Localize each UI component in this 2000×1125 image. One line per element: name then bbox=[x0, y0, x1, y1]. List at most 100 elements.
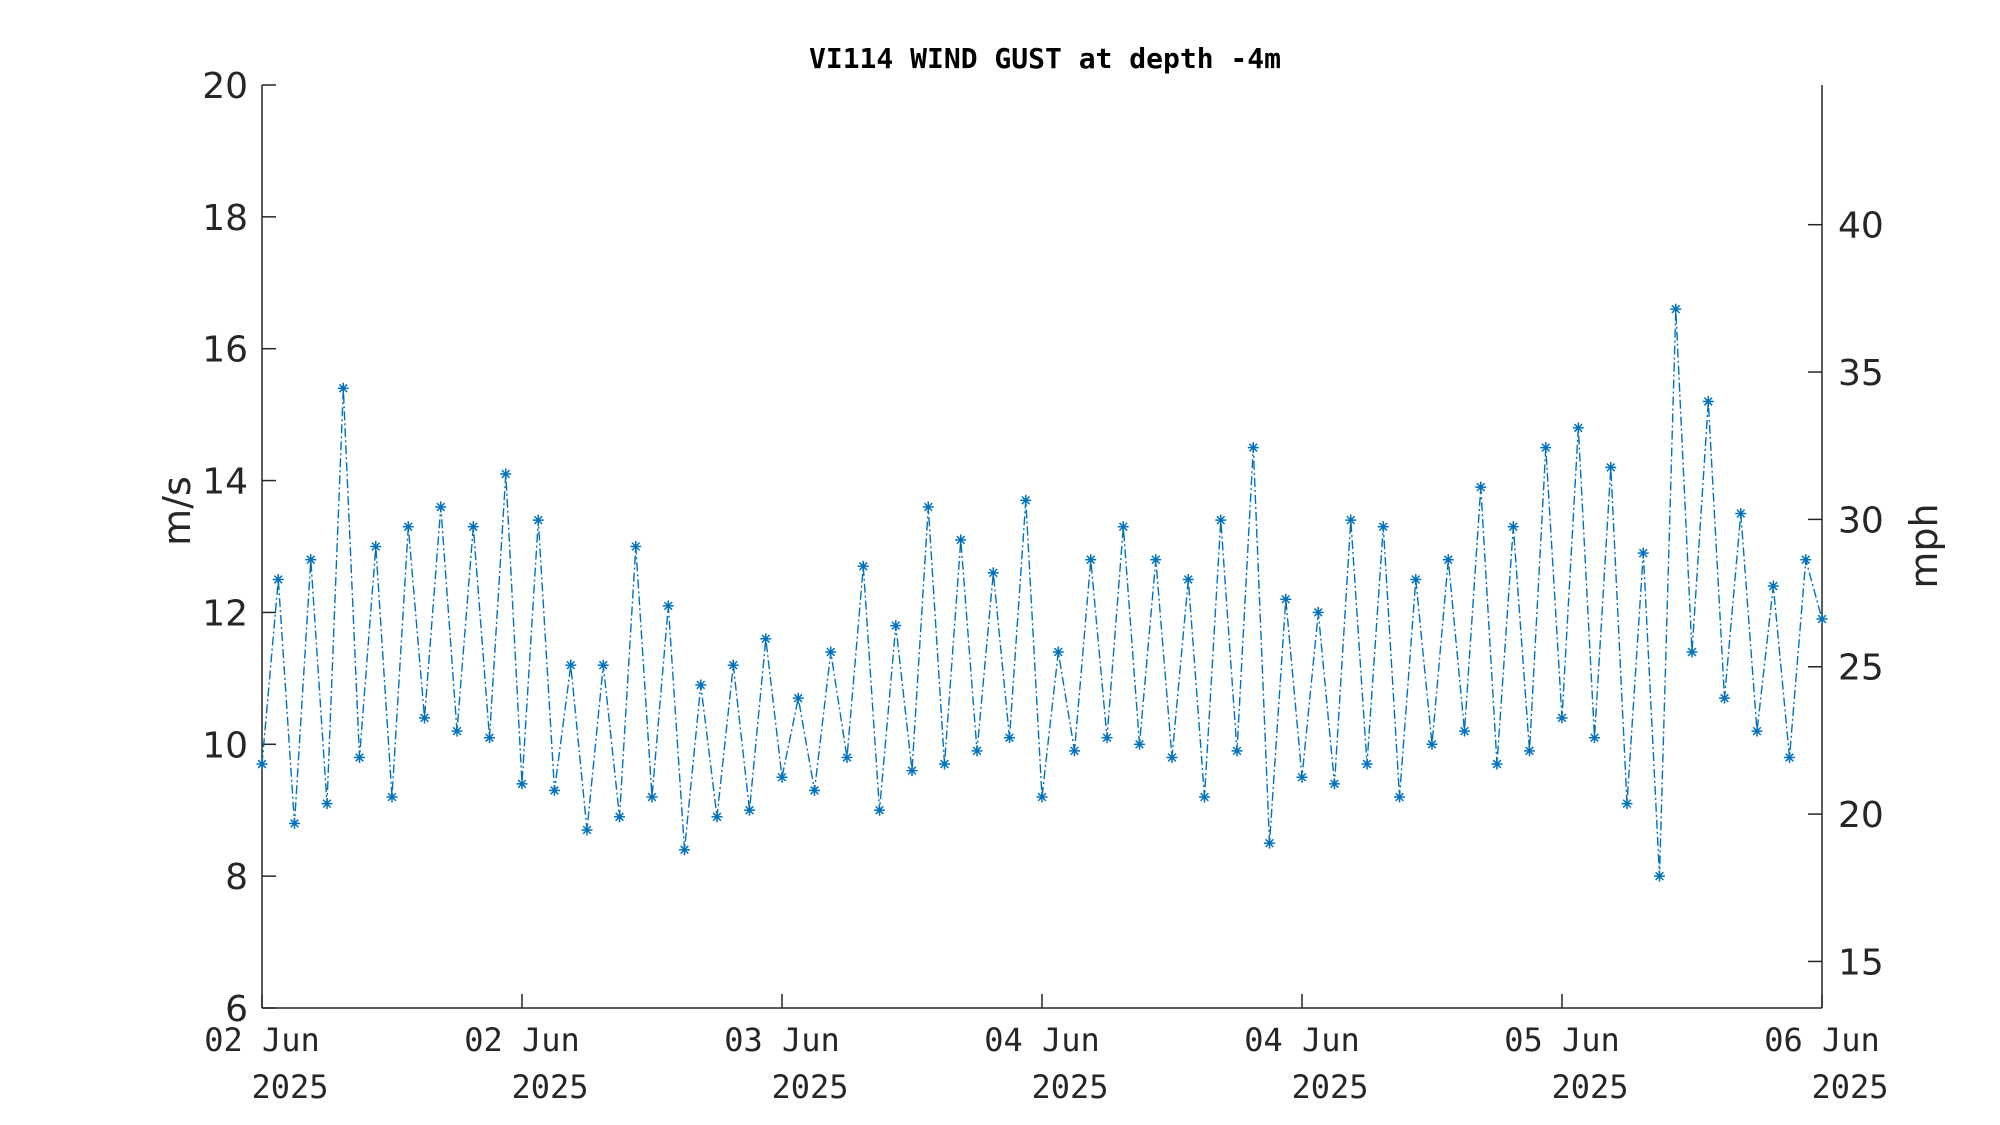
data-point bbox=[1394, 791, 1405, 803]
data-point bbox=[581, 824, 593, 836]
data-point bbox=[695, 679, 707, 691]
x-tick-label-date: 06 Jun bbox=[1764, 1021, 1880, 1059]
data-point bbox=[1264, 837, 1275, 849]
x-tick-label-year: 2025 bbox=[1551, 1068, 1628, 1106]
data-point bbox=[1735, 508, 1747, 520]
data-point bbox=[1020, 494, 1032, 506]
data-point bbox=[1719, 692, 1730, 704]
right-y-tick-label: 15 bbox=[1838, 942, 1884, 983]
data-point bbox=[337, 382, 349, 394]
data-point bbox=[1150, 554, 1162, 566]
data-point bbox=[1052, 646, 1064, 658]
data-point bbox=[1540, 442, 1552, 454]
data-point bbox=[354, 751, 365, 763]
left-y-tick-label: 14 bbox=[202, 462, 248, 503]
right-y-axis: 15 20 25 30 35 40 bbox=[1808, 85, 1884, 1008]
data-point bbox=[1556, 712, 1568, 724]
data-point bbox=[1101, 732, 1113, 744]
data-point bbox=[744, 804, 755, 816]
data-point bbox=[1280, 593, 1292, 605]
left-y-tick-label: 8 bbox=[225, 857, 248, 898]
data-point bbox=[1621, 798, 1633, 810]
data-point bbox=[1637, 547, 1649, 559]
data-point bbox=[1426, 738, 1438, 750]
data-point bbox=[711, 811, 723, 823]
data-point bbox=[1036, 791, 1048, 803]
left-y-tick-label: 12 bbox=[202, 593, 248, 634]
data-point bbox=[1784, 751, 1795, 763]
data-point bbox=[435, 501, 447, 513]
data-point bbox=[1329, 778, 1340, 790]
x-tick-label-year: 2025 bbox=[771, 1068, 848, 1106]
data-point bbox=[386, 791, 398, 803]
x-tick-label-year: 2025 bbox=[251, 1068, 328, 1106]
data-point bbox=[1507, 521, 1519, 533]
data-point bbox=[922, 501, 934, 513]
chart-title: VI114 WIND GUST at depth -4m bbox=[809, 42, 1281, 75]
right-y-tick-label: 25 bbox=[1838, 648, 1884, 689]
data-point bbox=[1800, 554, 1812, 566]
data-point bbox=[467, 521, 479, 533]
data-point bbox=[841, 751, 853, 763]
data-point bbox=[1524, 745, 1535, 757]
x-tick-label-date: 04 Jun bbox=[984, 1021, 1100, 1059]
data-point bbox=[776, 771, 788, 783]
left-y-tick-label: 6 bbox=[225, 989, 248, 1030]
data-point bbox=[532, 514, 544, 526]
data-point bbox=[1312, 606, 1324, 618]
x-tick-label-date: 02 Jun bbox=[204, 1021, 320, 1059]
data-point bbox=[1069, 745, 1080, 757]
plot-area bbox=[256, 303, 1828, 882]
data-point bbox=[256, 758, 268, 770]
data-point bbox=[419, 712, 430, 724]
data-point bbox=[1816, 613, 1828, 625]
data-point bbox=[906, 765, 918, 777]
data-point bbox=[1491, 758, 1503, 770]
data-point bbox=[874, 804, 885, 816]
data-point bbox=[630, 541, 642, 552]
data-point bbox=[1182, 573, 1194, 585]
data-point bbox=[1085, 554, 1097, 566]
data-point bbox=[1247, 442, 1259, 454]
data-point bbox=[1751, 725, 1763, 737]
left-y-tick-label: 20 bbox=[202, 66, 248, 107]
data-point bbox=[565, 659, 577, 671]
right-y-tick-label: 20 bbox=[1838, 795, 1884, 836]
data-point bbox=[971, 745, 983, 757]
data-point bbox=[662, 600, 674, 612]
left-y-tick-label: 10 bbox=[202, 725, 248, 766]
data-point bbox=[1410, 573, 1422, 585]
data-point bbox=[1459, 725, 1470, 737]
data-point bbox=[1199, 791, 1210, 803]
right-y-tick-label: 30 bbox=[1838, 500, 1884, 541]
data-point bbox=[451, 725, 463, 737]
x-tick-label-year: 2025 bbox=[511, 1068, 588, 1106]
data-point bbox=[890, 620, 902, 632]
data-point bbox=[939, 758, 950, 770]
data-point bbox=[1166, 751, 1178, 763]
data-point bbox=[484, 732, 495, 744]
x-tick-label-date: 05 Jun bbox=[1504, 1021, 1620, 1059]
left-y-tick-label: 18 bbox=[202, 198, 248, 239]
x-tick-label-date: 04 Jun bbox=[1244, 1021, 1360, 1059]
data-point bbox=[1605, 461, 1617, 473]
data-point bbox=[1572, 422, 1584, 434]
data-point bbox=[402, 521, 414, 533]
data-point bbox=[1117, 521, 1129, 533]
left-y-axis: 6 8 10 12 14 16 18 20 bbox=[202, 66, 276, 1030]
data-point bbox=[1345, 514, 1357, 526]
data-point bbox=[1475, 481, 1487, 493]
data-point bbox=[305, 554, 317, 566]
data-point bbox=[1589, 732, 1600, 744]
x-tick-label-year: 2025 bbox=[1291, 1068, 1368, 1106]
right-y-tick-label: 40 bbox=[1838, 206, 1884, 247]
right-y-tick-label: 35 bbox=[1838, 353, 1884, 394]
data-point bbox=[1134, 738, 1145, 750]
x-tick-label-date: 02 Jun bbox=[464, 1021, 580, 1059]
data-point bbox=[1296, 771, 1308, 783]
series-line bbox=[261, 309, 1823, 877]
x-tick-label-year: 2025 bbox=[1811, 1068, 1888, 1106]
data-point bbox=[1004, 732, 1015, 744]
data-point bbox=[1702, 395, 1714, 407]
